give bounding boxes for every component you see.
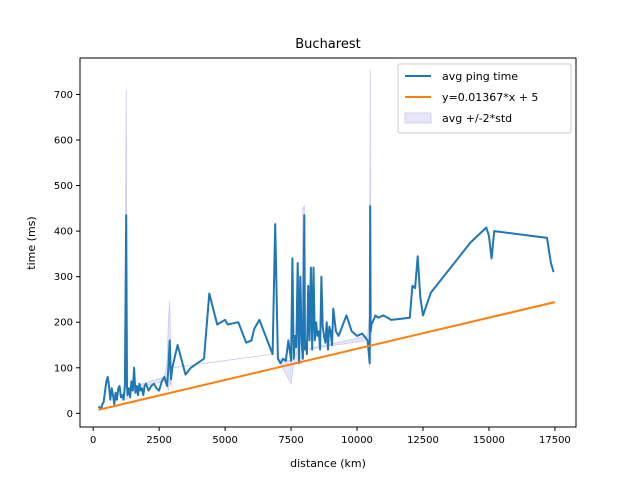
x-tick-label: 5000 [212,435,237,446]
x-axis-label: distance (km) [290,457,366,470]
x-tick-label: 2500 [146,435,171,446]
y-tick-label: 600 [54,136,73,147]
y-axis-label: time (ms) [25,216,38,269]
x-tick-label: 10000 [341,435,373,446]
plot-area-frame [79,57,577,428]
chart-title: Bucharest [295,37,360,52]
y-tick-label: 700 [54,90,73,101]
x-tick-label: 0 [90,435,96,446]
x-tick-label: 7500 [278,435,303,446]
legend-label-band: avg +/-2*std [442,112,512,125]
legend-swatch-band [404,112,432,124]
legend-label-avg: avg ping time [442,70,518,83]
x-tick-label: 15000 [473,435,505,446]
y-tick-label: 100 [54,363,73,374]
x-tick-label: 17500 [539,435,571,446]
x-axis-ticks: 0 2500 5000 7500 10000 12500 15000 17500 [90,427,571,446]
series-line-layer [97,205,556,411]
x-tick-label: 12500 [407,435,439,446]
legend-label-fit: y=0.01367*x + 5 [442,91,538,104]
y-tick-label: 500 [54,181,73,192]
legend: avg ping time y=0.01367*x + 5 avg +/-2*s… [397,63,572,134]
y-tick-label: 300 [54,272,73,283]
avg-ping-time-line [97,205,555,410]
y-tick-label: 200 [54,318,73,329]
y-tick-label: 400 [54,227,73,238]
legend-box [397,63,572,134]
fit-line [98,301,556,411]
y-tick-label: 0 [67,409,73,420]
y-axis-ticks: 0 100 200 300 400 500 600 700 [54,90,80,420]
